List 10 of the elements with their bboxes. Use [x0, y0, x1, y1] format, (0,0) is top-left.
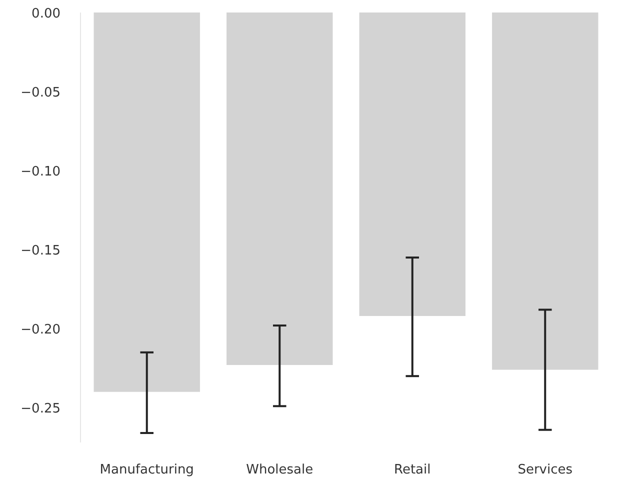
y-tick-label: −0.15	[20, 244, 61, 259]
y-tick-label: −0.25	[20, 402, 61, 417]
x-tick-label: Retail	[394, 462, 431, 478]
y-tick-label: −0.05	[20, 86, 61, 101]
x-tick-label: Wholesale	[246, 462, 314, 478]
y-tick-label: 0.00	[32, 6, 61, 22]
y-tick-label: −0.10	[20, 164, 61, 180]
x-tick-label: Manufacturing	[100, 462, 194, 478]
y-tick-label: −0.20	[20, 322, 61, 338]
x-tick-label: Services	[518, 462, 573, 478]
